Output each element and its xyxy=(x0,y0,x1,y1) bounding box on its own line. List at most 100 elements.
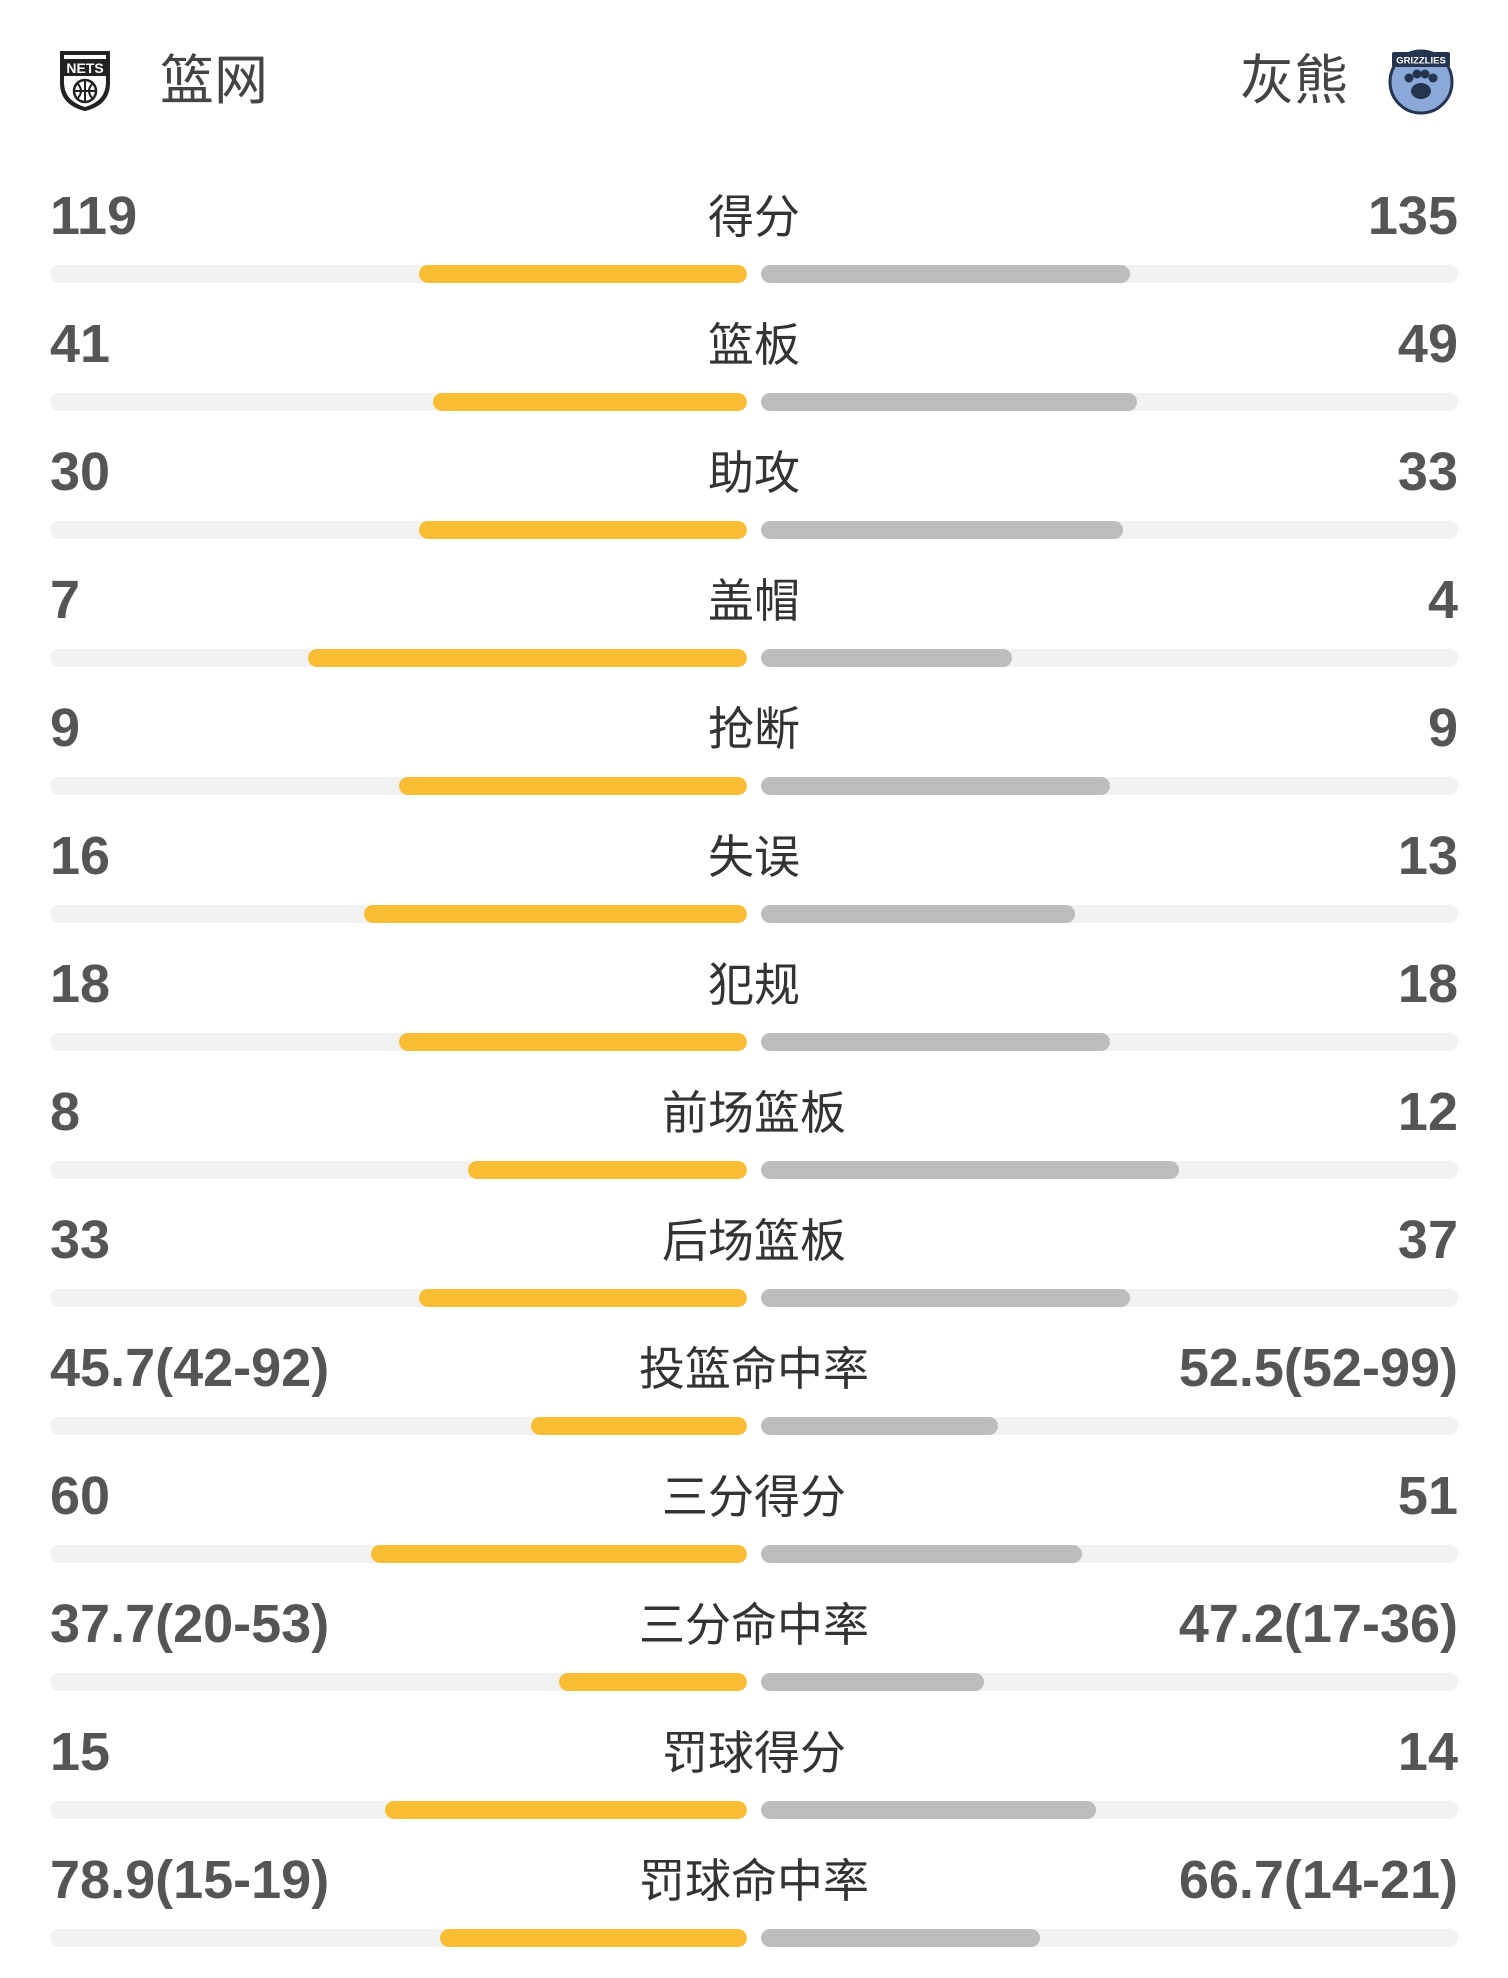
stat-label: 三分命中率 xyxy=(639,1598,869,1652)
stat-row-assists: 30 助攻 33 xyxy=(0,416,1508,544)
home-bar-fill xyxy=(384,1801,747,1819)
home-value: 45.7(42-92) xyxy=(50,1338,330,1398)
team-stats-list: 119 得分 135 41 篮板 49 30 助攻 33 7 盖帽 4 9 抢断… xyxy=(0,160,1508,1952)
home-bar-fill xyxy=(440,1929,747,1947)
stat-row-defensive-rebounds: 33 后场篮板 37 xyxy=(0,1184,1508,1312)
home-bar-track xyxy=(50,393,747,411)
away-bar-track xyxy=(761,265,1458,283)
stat-label: 失误 xyxy=(708,830,800,884)
home-bar-track xyxy=(50,1417,747,1435)
nets-logo[interactable]: NETS xyxy=(50,45,120,115)
home-bar-track xyxy=(50,1673,747,1691)
home-value: 78.9(15-19) xyxy=(50,1850,330,1910)
away-bar-track xyxy=(761,1417,1458,1435)
stat-label: 篮板 xyxy=(708,318,800,372)
away-value: 135 xyxy=(1367,186,1458,246)
stat-label: 后场篮板 xyxy=(662,1214,846,1268)
stat-row-fg-pct: 45.7(42-92) 投篮命中率 52.5(52-99) xyxy=(0,1312,1508,1440)
home-bar-track xyxy=(50,265,747,283)
home-bar-track xyxy=(50,649,747,667)
away-bar-fill xyxy=(761,1417,998,1435)
stat-label: 抢断 xyxy=(708,702,800,756)
home-value: 119 xyxy=(50,186,138,246)
away-bar-fill xyxy=(761,1161,1180,1179)
stat-label: 罚球命中率 xyxy=(639,1854,869,1908)
away-bar-track xyxy=(761,1161,1458,1179)
away-bar-track xyxy=(761,1545,1458,1563)
home-bar-fill xyxy=(398,777,747,795)
away-bar-track xyxy=(761,1033,1458,1051)
away-value: 37 xyxy=(1397,1210,1458,1270)
stat-row-offensive-rebounds: 8 前场篮板 12 xyxy=(0,1056,1508,1184)
away-team-name: 灰熊 xyxy=(1240,49,1348,112)
away-value: 14 xyxy=(1397,1722,1458,1782)
stat-label: 投篮命中率 xyxy=(639,1342,869,1396)
home-bar-track xyxy=(50,1545,747,1563)
home-bar-track xyxy=(50,521,747,539)
matchup-header: NETS 篮网 灰熊 GRIZZLIES xyxy=(0,0,1508,160)
away-bar-track xyxy=(761,777,1458,795)
home-bar-fill xyxy=(468,1161,747,1179)
grizzlies-logo[interactable]: GRIZZLIES xyxy=(1386,45,1456,115)
stat-label: 盖帽 xyxy=(708,574,800,628)
away-value: 13 xyxy=(1397,826,1458,886)
home-bar-track xyxy=(50,1929,747,1947)
away-bar-fill xyxy=(761,1801,1096,1819)
away-bar-fill xyxy=(761,1673,985,1691)
stat-row-turnovers: 16 失误 13 xyxy=(0,800,1508,928)
away-bar-fill xyxy=(761,1545,1082,1563)
stat-row-points: 119 得分 135 xyxy=(0,160,1508,288)
home-value: 60 xyxy=(50,1466,111,1526)
home-bar-track xyxy=(50,1033,747,1051)
home-bar-fill xyxy=(558,1673,747,1691)
home-team-name: 篮网 xyxy=(160,49,268,112)
stat-row-steals: 9 抢断 9 xyxy=(0,672,1508,800)
home-value: 30 xyxy=(50,442,111,502)
away-bar-track xyxy=(761,1673,1458,1691)
home-value: 8 xyxy=(50,1082,81,1142)
home-bar-fill xyxy=(370,1545,747,1563)
stat-row-three-point-points: 60 三分得分 51 xyxy=(0,1440,1508,1568)
away-value: 4 xyxy=(1427,570,1458,630)
away-bar-track xyxy=(761,393,1458,411)
away-bar-fill xyxy=(761,265,1131,283)
home-bar-fill xyxy=(307,649,747,667)
stat-row-free-throw-pct: 78.9(15-19) 罚球命中率 66.7(14-21) xyxy=(0,1824,1508,1952)
away-bar-track xyxy=(761,1929,1458,1947)
away-bar-fill xyxy=(761,521,1124,539)
home-bar-fill xyxy=(419,521,747,539)
away-bar-track xyxy=(761,521,1458,539)
home-bar-track xyxy=(50,777,747,795)
home-value: 7 xyxy=(50,570,81,630)
home-bar-fill xyxy=(419,265,747,283)
home-bar-track xyxy=(50,905,747,923)
home-bar-track xyxy=(50,1801,747,1819)
away-value: 49 xyxy=(1397,314,1458,374)
stat-label: 罚球得分 xyxy=(662,1726,846,1780)
home-value: 33 xyxy=(50,1210,111,1270)
home-bar-fill xyxy=(419,1289,747,1307)
home-value: 9 xyxy=(50,698,81,758)
stat-row-three-point-pct: 37.7(20-53) 三分命中率 47.2(17-36) xyxy=(0,1568,1508,1696)
away-bar-track xyxy=(761,905,1458,923)
away-bar-fill xyxy=(761,1929,1040,1947)
away-value: 33 xyxy=(1397,442,1458,502)
away-bar-fill xyxy=(761,649,1012,667)
home-bar-fill xyxy=(530,1417,747,1435)
stat-label: 助攻 xyxy=(708,446,800,500)
away-bar-track xyxy=(761,1289,1458,1307)
stat-row-free-throw-points: 15 罚球得分 14 xyxy=(0,1696,1508,1824)
away-bar-fill xyxy=(761,905,1075,923)
grizzlies-logo-text: GRIZZLIES xyxy=(1396,56,1446,67)
stat-label: 得分 xyxy=(708,190,800,244)
home-value: 16 xyxy=(50,826,111,886)
stat-row-fouls: 18 犯规 18 xyxy=(0,928,1508,1056)
away-bar-track xyxy=(761,649,1458,667)
home-value: 15 xyxy=(50,1722,111,1782)
home-bar-track xyxy=(50,1161,747,1179)
away-bar-fill xyxy=(761,777,1110,795)
away-value: 66.7(14-21) xyxy=(1178,1850,1458,1910)
stat-label: 前场篮板 xyxy=(662,1086,846,1140)
stat-label: 三分得分 xyxy=(662,1470,846,1524)
home-value: 18 xyxy=(50,954,111,1014)
